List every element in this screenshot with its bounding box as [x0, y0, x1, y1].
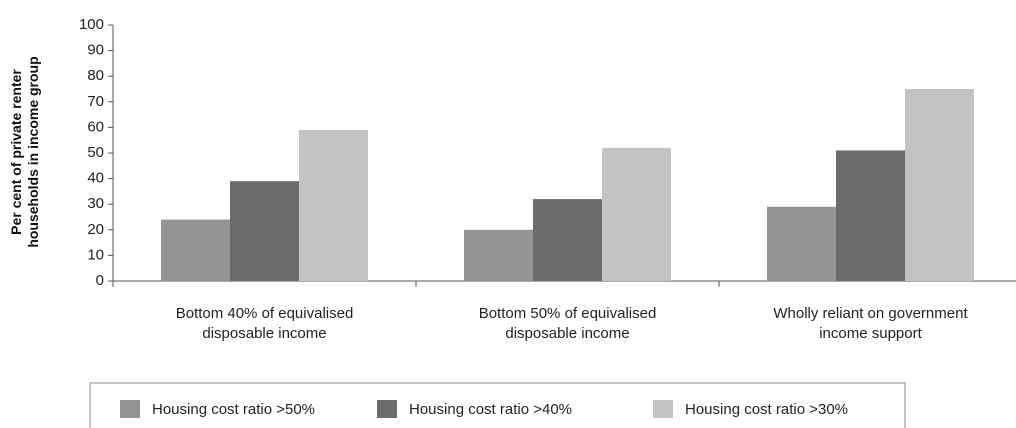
legend-swatch [120, 400, 140, 418]
legend-swatch [377, 400, 397, 418]
bar [602, 147, 671, 281]
legend-swatch [653, 400, 673, 418]
y-tick-label: 10 [87, 246, 104, 263]
y-tick-label: 50 [87, 144, 104, 161]
bar [464, 229, 533, 281]
x-tick-label: Bottom 50% of equivalised disposable inc… [478, 305, 657, 342]
y-tick-label: 100 [79, 16, 104, 33]
y-tick-label: 80 [87, 67, 104, 84]
legend-label: Housing cost ratio >40% [409, 401, 572, 418]
legend-label: Housing cost ratio >30% [685, 401, 848, 418]
bar [533, 199, 602, 281]
y-tick-label: 60 [87, 118, 104, 135]
y-tick-label: 0 [96, 272, 104, 289]
legend-box [89, 382, 906, 428]
y-tick-label: 70 [87, 93, 104, 110]
bar [161, 219, 230, 281]
y-axis-label: Per cent of private renter households in… [8, 56, 41, 248]
x-tick-label: Bottom 40% of equivalised disposable inc… [175, 305, 354, 342]
bar [905, 89, 974, 281]
bar [836, 150, 905, 281]
x-tick-label: Wholly reliant on government income supp… [773, 305, 968, 342]
bar [767, 206, 836, 281]
bar [299, 129, 368, 281]
y-tick-label: 20 [87, 221, 104, 238]
y-tick-label: 90 [87, 42, 104, 59]
legend-label: Housing cost ratio >50% [152, 401, 315, 418]
y-tick-label: 30 [87, 195, 104, 212]
bar [230, 181, 299, 281]
y-tick-label: 40 [87, 170, 104, 187]
